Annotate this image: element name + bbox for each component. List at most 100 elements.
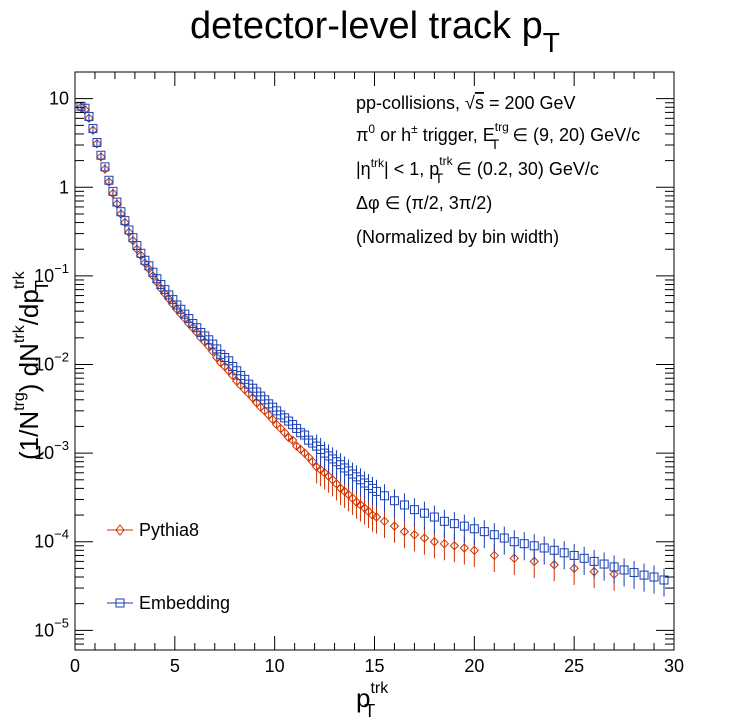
data-point-square [96, 150, 106, 160]
y-tick-label: 10−1 [34, 261, 69, 286]
y-tick-label: 10−2 [34, 350, 69, 375]
x-tick-label: 30 [664, 656, 684, 676]
legend-entry-pythia8: Pythia8 [107, 520, 199, 540]
x-tick-label: 0 [70, 656, 80, 676]
data-point-square [489, 530, 499, 540]
data-point-diamond [267, 414, 278, 425]
data-point-square [439, 516, 449, 526]
data-point-diamond [279, 427, 290, 438]
data-point-diamond [84, 113, 94, 124]
data-point-square [599, 559, 609, 569]
data-point-diamond [459, 543, 470, 553]
data-point-diamond [529, 556, 539, 567]
chart-title-main: detector-level track p [190, 5, 543, 47]
data-point-diamond [389, 521, 400, 531]
chart-marks [76, 101, 669, 597]
data-point-diamond [419, 533, 430, 543]
legend-marker-square [115, 598, 125, 608]
data-point-square [469, 524, 479, 534]
y-axis-label: (1/Ntrg) dNtrk/dptrk T [11, 270, 52, 460]
data-point-diamond [509, 553, 519, 564]
y-tick-label: 10−5 [34, 615, 69, 640]
x-tick-label: 15 [364, 656, 384, 676]
y-tick-label: 10−3 [34, 438, 69, 463]
data-point-diamond [399, 526, 410, 537]
data-point-square [629, 567, 639, 577]
data-point-diamond [287, 435, 298, 445]
data-point-square [519, 539, 529, 549]
chart-title-sub: T [543, 27, 560, 58]
x-tick-label: 5 [170, 656, 180, 676]
axis-ticks: 0 5 10 15 20 25 30 10 1 10−1 10−2 10−3 10−4 10−5 [34, 71, 684, 676]
data-point-square [104, 175, 114, 185]
data-point-square [639, 570, 649, 580]
data-point-diamond [469, 545, 480, 556]
annotation-line-2: π0 or h± trigger, Etrg T ∈ (9, 20) GeV/c [356, 120, 640, 152]
annotation-line-3: |ηtrk| < 1, ptrk T ∈ (0.2, 30) GeV/c [356, 154, 599, 186]
x-tick-label: 20 [464, 656, 484, 676]
data-point-diamond [429, 537, 440, 547]
data-point-diamond [311, 462, 322, 472]
data-point-diamond [204, 341, 214, 352]
data-point-square [479, 527, 489, 537]
legend-label-pythia8: Pythia8 [139, 520, 199, 540]
data-point-diamond [355, 500, 366, 510]
data-point-diamond [569, 563, 579, 574]
data-point-square [449, 519, 459, 529]
data-point-diamond [339, 486, 350, 497]
data-point-diamond [549, 560, 559, 570]
y-tick-label: 10−4 [34, 527, 69, 552]
data-point-square [100, 162, 110, 172]
x-axis-label: ptrk T [356, 680, 389, 721]
data-point-square [499, 533, 509, 543]
data-point-square [649, 572, 659, 582]
data-point-diamond [108, 188, 118, 199]
legend-entry-embedding: Embedding [107, 593, 230, 613]
data-point-square [619, 565, 629, 575]
data-point-diamond [449, 541, 460, 551]
data-point-square [84, 111, 94, 121]
data-point-square [539, 543, 549, 553]
data-point-square [659, 575, 669, 585]
chart-title: detector-level track pT [190, 5, 560, 58]
data-point-diamond [92, 139, 102, 149]
data-point-diamond [371, 512, 382, 522]
data-point-square [112, 197, 122, 207]
data-point-square [559, 548, 569, 558]
data-point-square [120, 216, 130, 226]
data-point-diamond [88, 125, 98, 135]
data-point-square [609, 562, 619, 572]
data-point-square [459, 521, 469, 531]
y-tick-label: 10 [49, 89, 69, 109]
data-point-diamond [100, 164, 110, 174]
data-point-diamond [379, 516, 390, 527]
data-point-square [409, 505, 419, 515]
data-point-diamond [104, 177, 114, 187]
data-point-diamond [224, 366, 234, 376]
data-point-diamond [208, 346, 218, 357]
data-point-diamond [307, 456, 318, 467]
data-point-diamond [283, 432, 294, 443]
annotation-block: pp-collisions, √s = 200 GeV π0 or h± tri… [356, 93, 640, 247]
data-point-diamond [247, 393, 258, 403]
legend: Pythia8 Embedding [107, 520, 230, 613]
data-point-square [579, 553, 589, 563]
data-point-square [529, 541, 539, 551]
data-point-diamond [212, 352, 222, 363]
data-point-diamond [439, 538, 450, 549]
data-point-diamond [489, 550, 500, 561]
x-tick-label: 25 [564, 656, 584, 676]
data-point-square [389, 496, 399, 506]
data-point-square [589, 556, 599, 566]
data-point-diamond [96, 152, 106, 162]
data-point-square [549, 545, 559, 555]
data-point-diamond [335, 483, 346, 494]
data-point-square [108, 186, 118, 196]
data-point-diamond [409, 530, 420, 540]
data-point-square [88, 124, 98, 134]
data-point-square [379, 491, 389, 501]
data-point-diamond [228, 370, 238, 381]
annotation-line-4: Δφ ∈ (π/2, 3π/2) [356, 193, 492, 213]
data-point-square [92, 138, 102, 148]
